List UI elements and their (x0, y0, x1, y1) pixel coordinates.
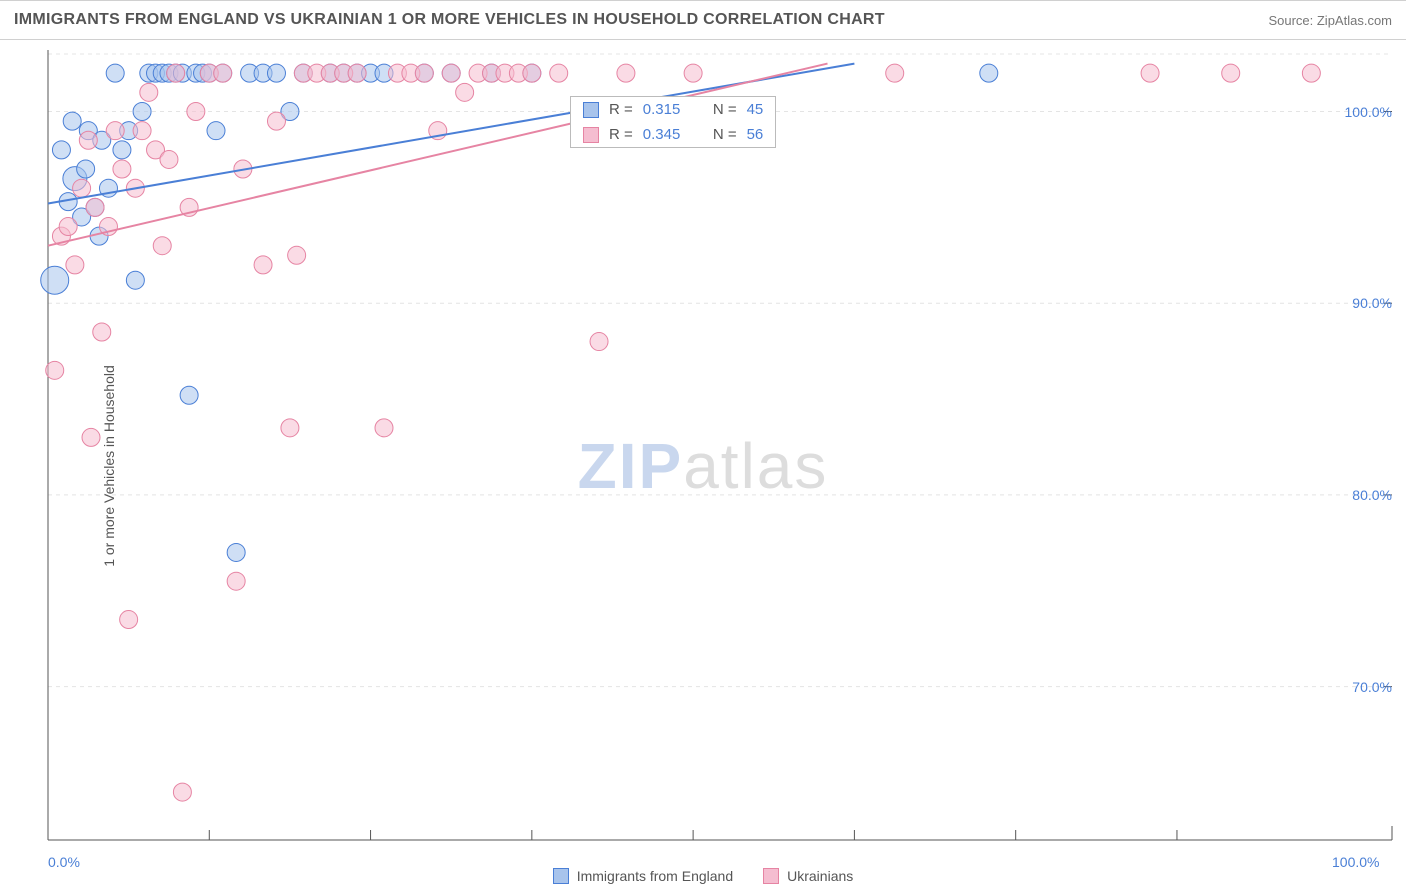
stats-row: R = 0.345 N = 56 (571, 122, 775, 147)
stats-r-label: R = (609, 101, 633, 118)
x-tick-label: 0.0% (48, 854, 80, 870)
y-tick-label: 70.0% (1352, 679, 1392, 695)
correlation-stats-box: R = 0.315 N = 45R = 0.345 N = 56 (570, 96, 776, 148)
stats-n-label: N = (713, 126, 737, 143)
source-label: Source: ZipAtlas.com (1268, 13, 1392, 28)
stats-n-value: 56 (747, 126, 764, 143)
stats-r-value: 0.315 (643, 101, 681, 118)
stats-n-value: 45 (747, 101, 764, 118)
y-tick-label: 100.0% (1345, 104, 1392, 120)
y-axis-label: 1 or more Vehicles in Household (101, 365, 117, 567)
stats-r-value: 0.345 (643, 126, 681, 143)
stats-n-label: N = (713, 101, 737, 118)
legend-swatch (763, 868, 779, 884)
legend-label: Immigrants from England (577, 868, 733, 884)
legend-label: Ukrainians (787, 868, 853, 884)
scatter-plot-svg (0, 40, 1406, 892)
chart-area: 1 or more Vehicles in Household ZIPatlas… (0, 40, 1406, 892)
stats-swatch (583, 102, 599, 118)
legend-bottom: Immigrants from England Ukrainians (0, 868, 1406, 884)
y-tick-label: 90.0% (1352, 295, 1392, 311)
stats-row: R = 0.315 N = 45 (571, 97, 775, 122)
stats-r-label: R = (609, 126, 633, 143)
x-tick-label: 100.0% (1332, 854, 1379, 870)
y-tick-label: 80.0% (1352, 487, 1392, 503)
title-bar: IMMIGRANTS FROM ENGLAND VS UKRAINIAN 1 O… (0, 0, 1406, 40)
legend-swatch (553, 868, 569, 884)
chart-title: IMMIGRANTS FROM ENGLAND VS UKRAINIAN 1 O… (14, 11, 885, 29)
stats-swatch (583, 127, 599, 143)
legend-item: Immigrants from England (553, 868, 733, 884)
legend-item: Ukrainians (763, 868, 853, 884)
